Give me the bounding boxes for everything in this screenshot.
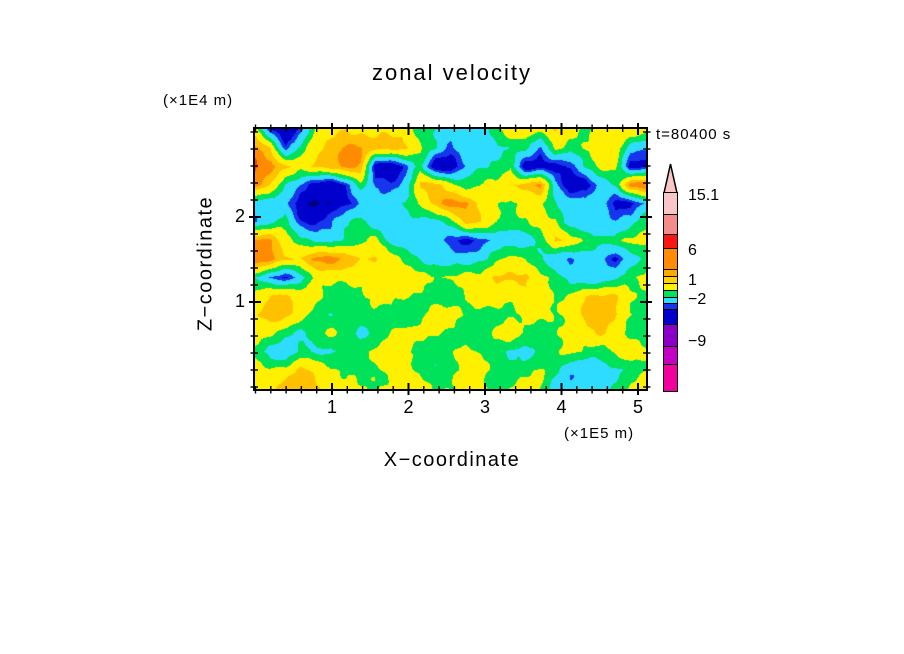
x-tick-label: 5 <box>632 397 643 417</box>
time-annotation: t=80400 s <box>656 126 732 143</box>
colorbar-tick-label: −2 <box>688 291 707 308</box>
colorbar-tick-label: 15.1 <box>688 187 720 204</box>
contour-field <box>255 129 646 389</box>
colorbar-tick-label: −9 <box>688 333 707 350</box>
colorbar-segment <box>663 345 678 365</box>
x-axis-unit: (×1E5 m) <box>564 425 635 442</box>
x-tick-label: 1 <box>326 397 337 417</box>
x-axis-label: X−coordinate <box>383 449 521 471</box>
colorbar-tick-label: 6 <box>688 242 697 259</box>
colorbar-segment <box>663 323 678 347</box>
colorbar-segment <box>663 191 678 215</box>
plot-title: zonal velocity <box>371 60 533 85</box>
z-tick-label: 2 <box>234 206 245 226</box>
z-axis-unit: (×1E4 m) <box>163 92 234 109</box>
axis-ticks <box>249 123 652 395</box>
colorbar-segment <box>663 213 678 235</box>
colorbar-segment <box>663 247 678 270</box>
colorbar-arrow-icon <box>663 163 678 193</box>
colorbar-segment <box>663 363 678 392</box>
x-tick-label: 4 <box>556 397 567 417</box>
x-tick-label: 2 <box>403 397 414 417</box>
z-tick-label: 1 <box>234 291 245 311</box>
plot-area <box>249 123 652 395</box>
x-tick-label: 3 <box>479 397 490 417</box>
z-axis-label: Z−coordinate <box>194 195 217 332</box>
colorbar-tick-label: 1 <box>688 272 697 289</box>
